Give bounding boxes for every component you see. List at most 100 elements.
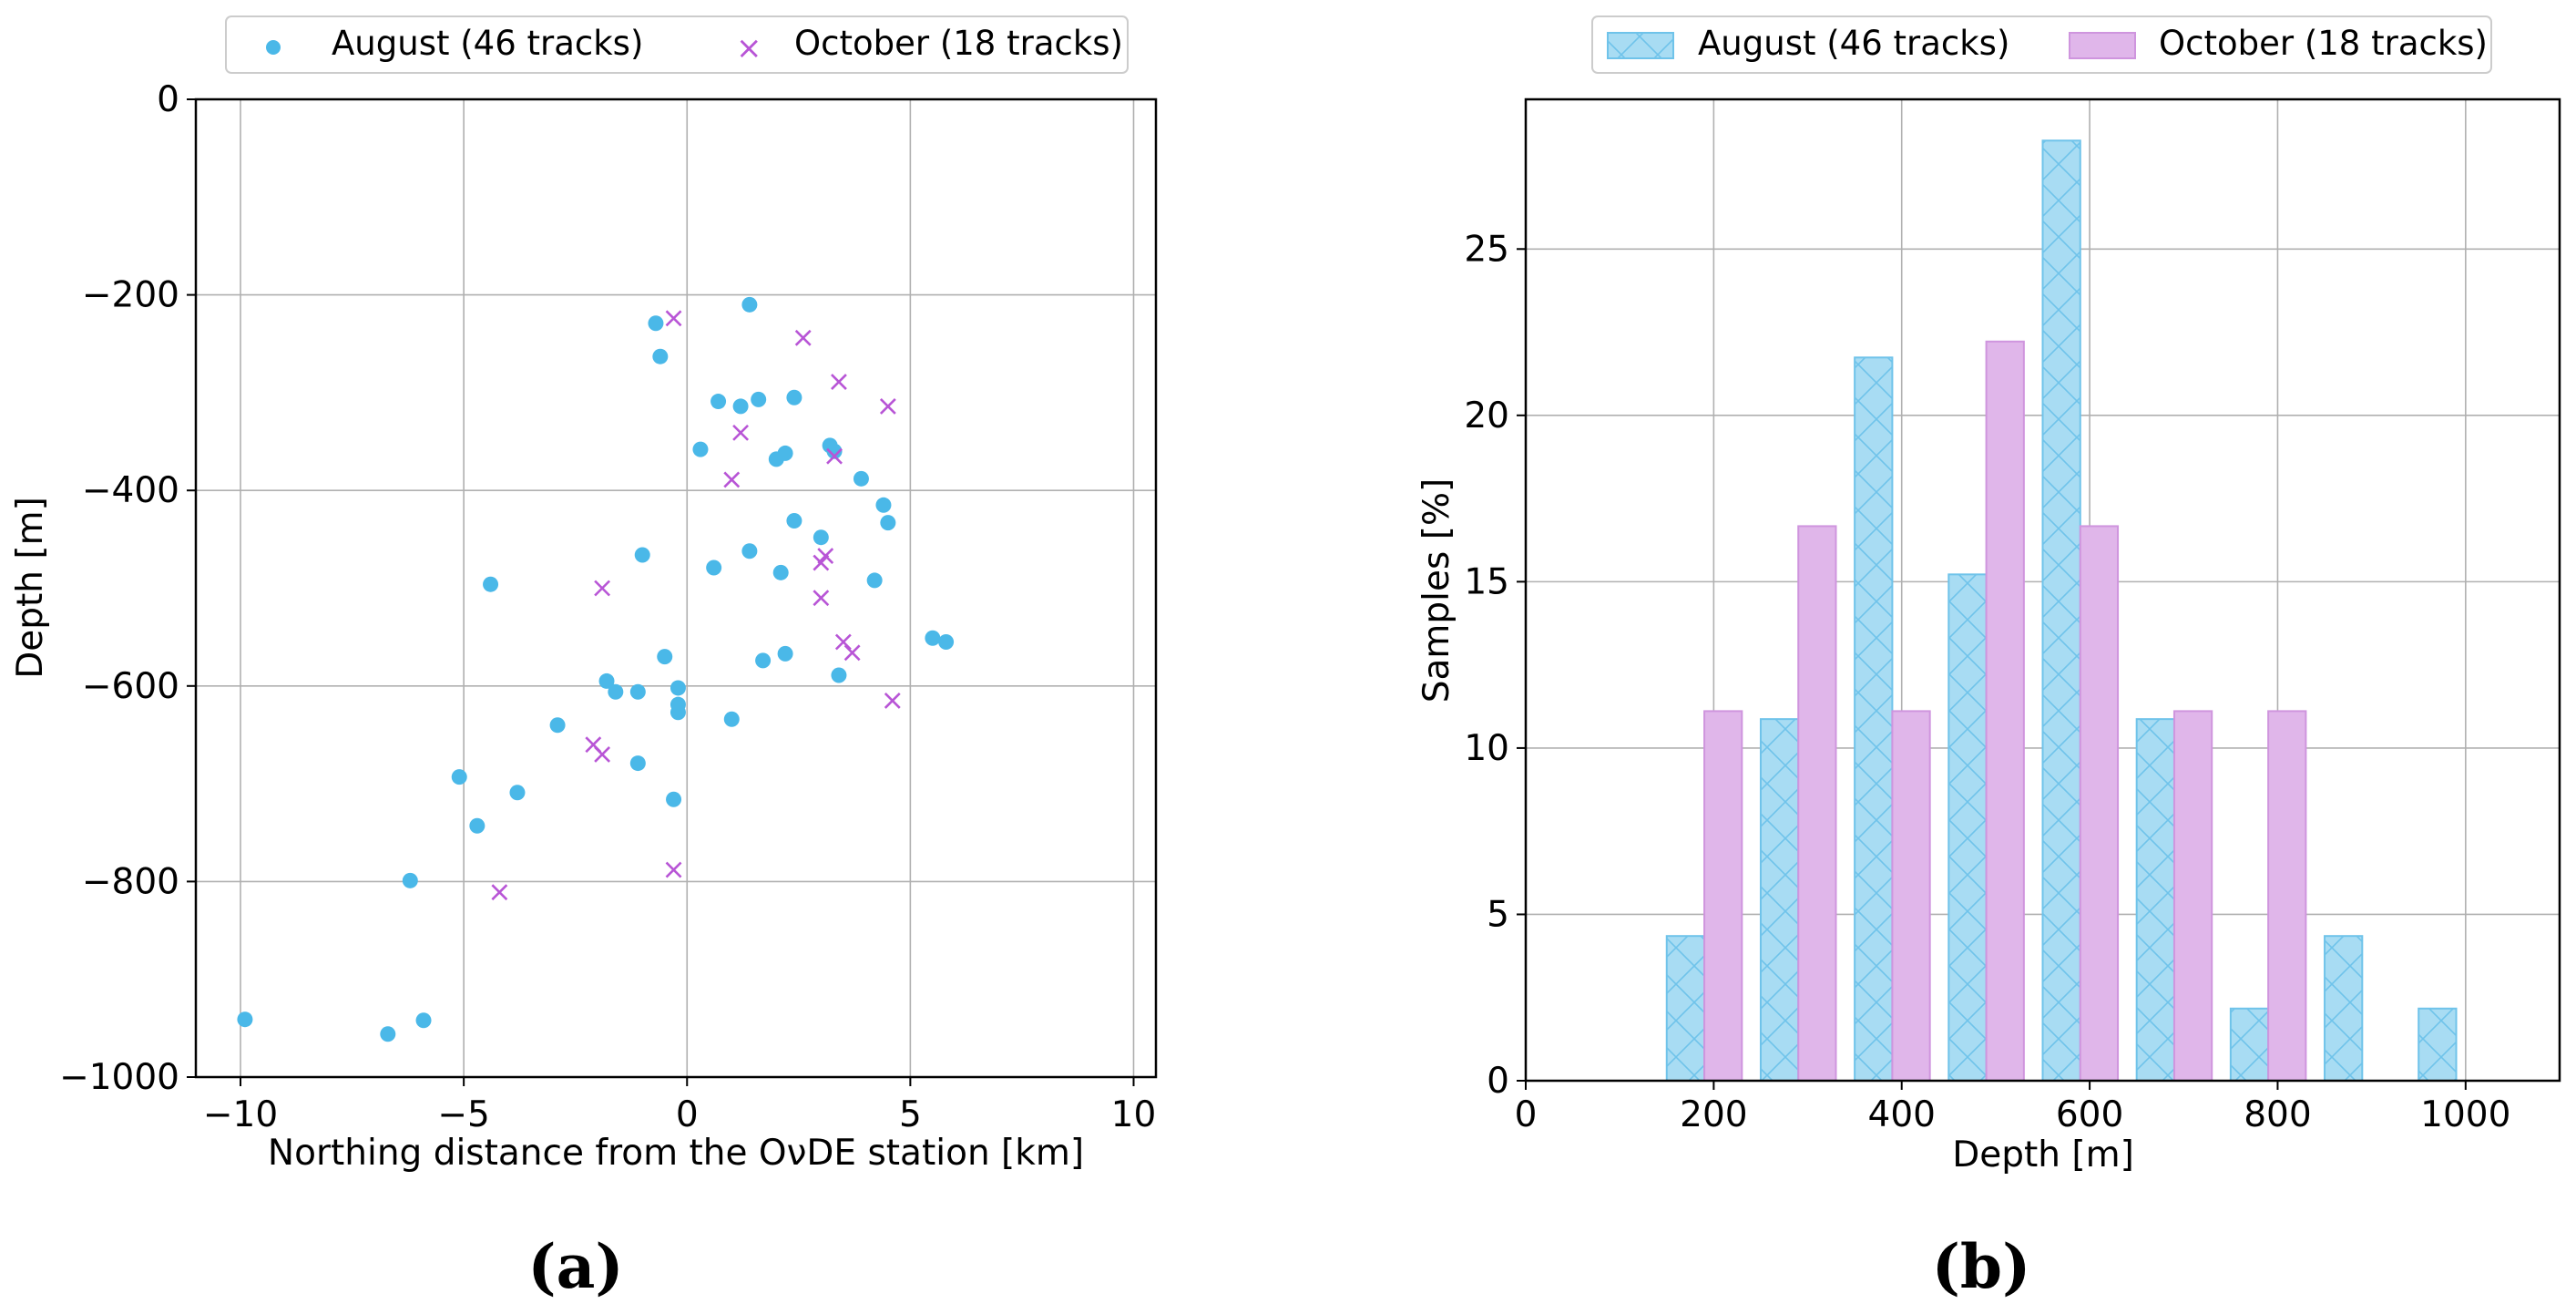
y-tick-label-b: 10: [1464, 728, 1509, 769]
y-tick-label-b: 0: [1487, 1061, 1509, 1102]
august-point: [741, 296, 758, 313]
plot-frame-a: [194, 98, 1158, 1079]
august-point: [826, 443, 843, 459]
august-point: [402, 872, 418, 888]
august-point: [629, 755, 646, 772]
august-point: [786, 389, 802, 405]
panel-a: August (46 tracks) × October (18 tracks)…: [10, 15, 1158, 1302]
x-tick-label-a: −5: [437, 1094, 490, 1135]
histogram-bars: [1665, 139, 2458, 1083]
plot-frame-b: [1524, 98, 2561, 1083]
x-tick-label-b: 200: [1680, 1094, 1747, 1135]
legend-a-october-marker: ×: [736, 30, 762, 67]
august-point: [380, 1026, 396, 1042]
august-point: [925, 630, 941, 646]
panel-label-a: (a): [527, 1231, 623, 1302]
august-point: [723, 711, 740, 727]
october-point: [594, 745, 611, 763]
x-tick-label-b: 800: [2244, 1094, 2311, 1135]
legend-a: August (46 tracks) × October (18 tracks): [225, 15, 1129, 74]
august-point: [509, 785, 526, 801]
panel-label-b: (b): [1932, 1231, 2031, 1302]
august-point: [813, 529, 829, 546]
y-tick-label-a: −1000: [59, 1057, 179, 1098]
x-tick-label-b: 600: [2056, 1094, 2123, 1135]
october-point: [732, 424, 750, 441]
october-point: [813, 590, 830, 607]
y-tick-label-a: 0: [157, 79, 179, 120]
x-tick-label-b: 0: [1515, 1094, 1538, 1135]
august-point: [469, 817, 486, 834]
august-point: [451, 769, 467, 785]
august-point: [710, 394, 727, 410]
august-point: [692, 441, 709, 457]
august-bar-hatch: [2042, 140, 2080, 1081]
august-point: [652, 348, 669, 364]
august-point: [608, 683, 624, 700]
october-bar: [1797, 525, 1837, 1082]
x-axis-label-a: Northing distance from the OνDE station …: [268, 1133, 1084, 1174]
august-bar-hatch: [2230, 1008, 2269, 1081]
august-point: [772, 564, 789, 580]
august-point: [670, 704, 686, 721]
x-tick-label-b: 400: [1868, 1094, 1936, 1135]
october-point: [879, 398, 896, 415]
august-bar-hatch: [2418, 1008, 2457, 1081]
august-point: [831, 667, 847, 683]
y-tick-label-a: −600: [82, 666, 179, 707]
grid-a: [196, 98, 1156, 1078]
october-point: [826, 447, 843, 465]
ticks-a: −10 −5 0 5 10 0 −200 −400 −600 −800 −1000: [59, 79, 1156, 1135]
august-bar-hatch: [1855, 357, 1893, 1081]
legend-b-august-hatch: [1608, 33, 1673, 58]
october-point: [831, 374, 847, 391]
august-point: [751, 391, 767, 407]
y-tick-label-b: 5: [1487, 894, 1509, 935]
october-point: [794, 329, 812, 346]
august-point: [549, 717, 566, 734]
august-bar-hatch: [2325, 936, 2363, 1081]
x-tick-label-a: 10: [1111, 1094, 1157, 1135]
august-point: [415, 1012, 432, 1029]
ticks-b: 0 200 400 600 800 1000 0 5 10 15 20 25: [1464, 229, 2510, 1135]
x-tick-label-b: 1000: [2420, 1094, 2510, 1135]
august-bar-hatch: [2136, 719, 2174, 1081]
august-point: [786, 512, 802, 529]
august-point: [768, 451, 784, 467]
august-point: [666, 791, 682, 807]
x-tick-label-a: 0: [676, 1094, 699, 1135]
october-point: [834, 633, 852, 651]
y-tick-label-a: −200: [82, 275, 179, 316]
legend-a-october-label: October (18 tracks): [794, 24, 1123, 63]
y-tick-label-a: −400: [82, 470, 179, 511]
august-point: [629, 683, 646, 700]
y-axis-label-a: Depth [m]: [10, 497, 51, 679]
august-bar-hatch: [1760, 719, 1799, 1081]
legend-a-august-label: August (46 tracks): [332, 24, 643, 63]
august-point: [938, 634, 955, 651]
october-point: [594, 580, 611, 597]
october-point: [665, 861, 682, 878]
august-point: [755, 652, 772, 669]
october-point: [813, 554, 830, 571]
august-point: [648, 315, 664, 332]
october-point: [665, 310, 682, 327]
august-point: [483, 576, 499, 592]
legend-b-october-label: October (18 tracks): [2159, 24, 2488, 63]
august-point: [875, 497, 892, 513]
y-tick-label-b: 25: [1464, 229, 1509, 270]
october-bar: [1703, 710, 1743, 1083]
august-point: [706, 559, 722, 576]
october-point: [884, 692, 901, 709]
august-point: [670, 680, 686, 696]
y-tick-label-b: 15: [1464, 561, 1509, 602]
legend-a-august-marker: [266, 40, 281, 55]
october-bar: [2267, 710, 2307, 1083]
scatter-points: [237, 296, 955, 1042]
august-point: [732, 398, 749, 415]
october-bar: [2079, 525, 2120, 1082]
august-point: [866, 572, 883, 589]
legend-b-august-label: August (46 tracks): [1698, 24, 2009, 63]
y-axis-label-b: Samples [%]: [1416, 478, 1457, 703]
